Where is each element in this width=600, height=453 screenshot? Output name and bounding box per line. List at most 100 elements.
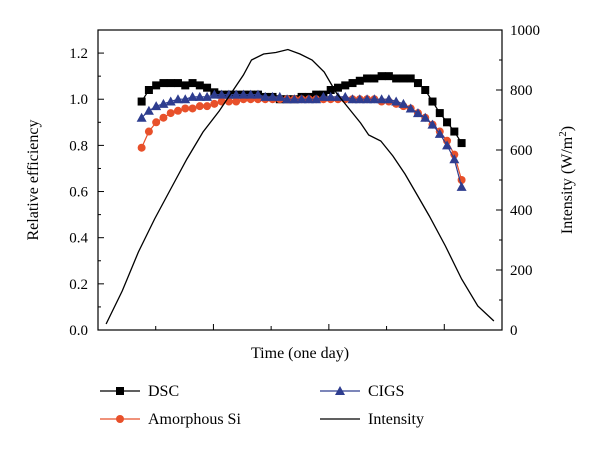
data-point	[391, 96, 402, 106]
data-point	[158, 98, 169, 108]
y-tick-label: 0.2	[69, 277, 88, 293]
data-point	[267, 91, 278, 101]
y-tick-label: 1.0	[69, 92, 88, 108]
legend-marker	[116, 415, 124, 423]
data-point	[369, 94, 380, 104]
legend-item: Intensity	[320, 411, 424, 428]
y2-tick-label: 600	[510, 143, 533, 159]
data-point	[392, 74, 401, 83]
legend-label: Intensity	[368, 411, 424, 428]
data-point	[449, 154, 460, 164]
axes: 0.0 0.2 0.4 0.6 0.8 1.0 1.2 0 200 400 600 800 1000 Ti…	[25, 23, 576, 362]
data-point	[406, 74, 415, 83]
data-point	[195, 81, 204, 90]
data-point	[144, 86, 153, 94]
data-point	[151, 101, 162, 111]
plot-area	[105, 48, 495, 325]
data-point	[187, 91, 198, 101]
data-point	[457, 139, 466, 148]
data-point	[427, 119, 438, 129]
data-point	[340, 91, 351, 101]
y2-axis-label-text: Intensity (W/m	[559, 136, 576, 234]
series-intensity	[105, 48, 495, 325]
y2-axis-label-sup: 2	[557, 131, 569, 137]
data-point	[377, 72, 386, 81]
legend-item: DSC	[100, 383, 179, 400]
data-point	[194, 91, 205, 101]
data-point	[165, 96, 176, 106]
data-point	[421, 86, 430, 94]
legend: DSC CIGS Amorphous Si Intensity	[100, 383, 424, 428]
data-point	[420, 112, 431, 122]
data-point	[450, 127, 459, 136]
y2-axis-label-close: )	[559, 126, 576, 131]
data-point	[137, 97, 146, 106]
data-point	[398, 98, 409, 108]
data-point	[311, 94, 322, 104]
data-point	[252, 89, 263, 99]
data-point	[136, 112, 147, 122]
data-point	[181, 104, 190, 113]
data-point	[434, 128, 445, 138]
y2-tick-label: 400	[510, 203, 533, 219]
data-point	[159, 113, 168, 122]
data-point	[173, 79, 182, 88]
data-point	[325, 91, 336, 101]
series-line	[105, 48, 495, 325]
data-point	[274, 91, 285, 101]
data-point	[341, 81, 350, 90]
data-point	[203, 102, 212, 111]
data-point	[166, 109, 175, 118]
data-point	[442, 140, 453, 150]
data-point	[363, 74, 372, 83]
data-point	[318, 91, 329, 101]
data-point	[296, 94, 307, 104]
y-tick-label: 0.8	[69, 138, 88, 154]
y-tick-label: 0.4	[69, 231, 88, 247]
data-point	[216, 89, 227, 99]
series-amorphous-si	[137, 95, 466, 184]
data-point	[405, 103, 416, 113]
legend-item: Amorphous Si	[100, 411, 241, 428]
data-point	[282, 94, 293, 104]
data-point	[166, 79, 175, 88]
legend-label: DSC	[148, 383, 179, 400]
data-point	[362, 94, 373, 104]
data-point	[260, 91, 271, 101]
data-point	[370, 74, 379, 83]
data-point	[435, 109, 444, 118]
y2-tick-label: 800	[510, 83, 533, 99]
data-point	[245, 89, 256, 99]
data-point	[384, 72, 393, 81]
data-point	[428, 97, 437, 106]
legend-label: CIGS	[368, 383, 404, 400]
data-point	[202, 91, 213, 101]
y2-tick-label: 200	[510, 263, 533, 279]
legend-label: Amorphous Si	[148, 411, 241, 428]
data-point	[399, 74, 408, 83]
data-point	[354, 94, 365, 104]
data-point	[443, 118, 452, 127]
data-point	[159, 79, 168, 88]
y-tick-label: 0.0	[69, 323, 88, 339]
y-tick-label: 1.2	[69, 46, 88, 62]
data-point	[210, 99, 219, 108]
series-cigs	[136, 89, 467, 191]
plot-frame	[97, 29, 503, 331]
y-tick-label: 0.6	[69, 185, 88, 201]
data-point	[232, 97, 241, 106]
legend-marker	[116, 387, 124, 395]
data-point	[347, 94, 358, 104]
legend-marker	[335, 386, 345, 395]
data-point	[188, 104, 197, 113]
y2-tick-label: 0	[510, 323, 518, 339]
data-point	[203, 83, 212, 92]
data-point	[376, 94, 387, 104]
data-point	[209, 89, 220, 99]
data-point	[181, 81, 190, 90]
legend-item: CIGS	[320, 383, 404, 400]
data-point	[137, 143, 146, 152]
data-point	[152, 118, 161, 127]
data-point	[333, 83, 342, 92]
